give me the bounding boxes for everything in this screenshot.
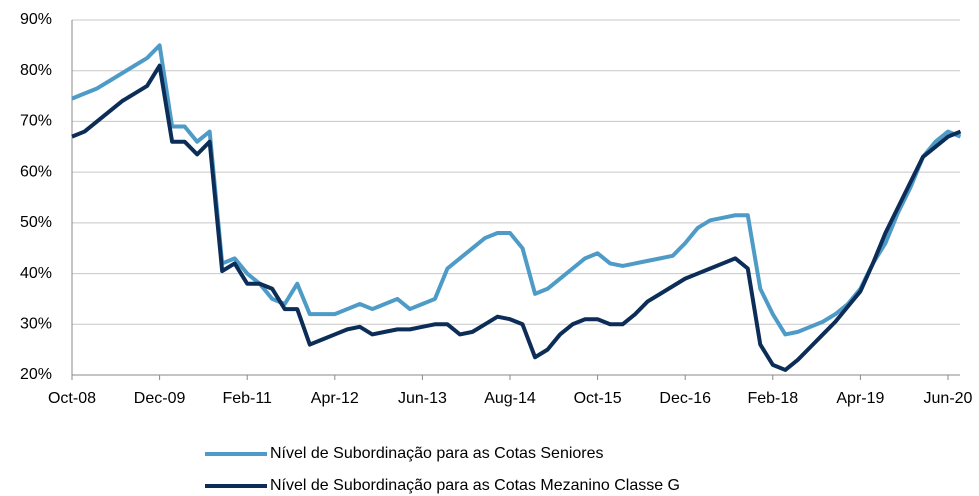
x-tick-label: Dec-09 [134, 390, 186, 407]
x-tick-label: Oct-08 [48, 390, 96, 407]
y-tick-label: 60% [20, 163, 52, 180]
x-tick-label: Jun-13 [398, 390, 447, 407]
y-tick-label: 40% [20, 265, 52, 282]
y-tick-label: 80% [20, 62, 52, 79]
x-tick-label: Oct-15 [574, 390, 622, 407]
series-line [71, 63, 962, 372]
x-tick-label: Feb-18 [747, 390, 798, 407]
y-tick-label: 70% [20, 113, 52, 130]
x-tick-label: Apr-12 [311, 390, 359, 407]
x-tick-label: Aug-14 [484, 390, 536, 407]
x-tick-label: Apr-19 [836, 390, 884, 407]
y-tick-label: 20% [20, 366, 52, 383]
x-tick-label: Dec-16 [659, 390, 711, 407]
legend-label: Nível de Subordinação para as Cotas Seni… [270, 445, 604, 462]
y-tick-label: 90% [20, 11, 52, 28]
x-tick-label: Jun-20 [924, 390, 973, 407]
legend-label: Nível de Subordinação para as Cotas Meza… [270, 477, 680, 494]
series-line [71, 43, 962, 337]
x-tick-label: Feb-11 [222, 390, 272, 407]
y-tick-label: 30% [20, 316, 52, 333]
y-tick-label: 50% [20, 214, 52, 231]
